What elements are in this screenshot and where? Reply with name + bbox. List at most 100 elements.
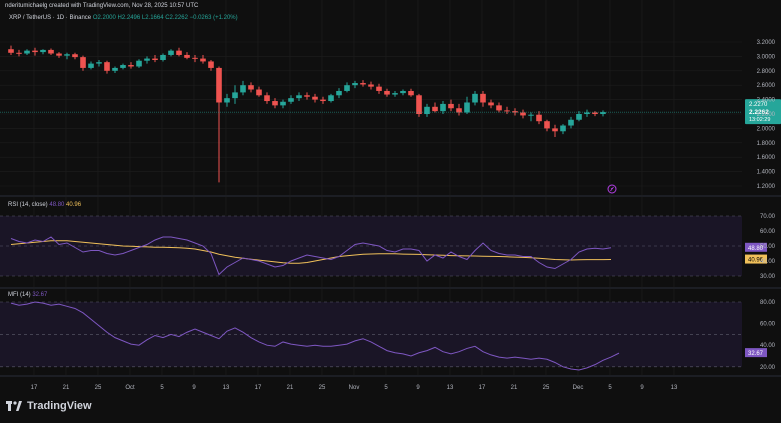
- candle-body: [208, 61, 214, 68]
- tradingview-brand[interactable]: TradingView: [6, 400, 92, 412]
- candle-body: [64, 54, 70, 56]
- candle-body: [464, 102, 470, 113]
- candle-body: [272, 101, 278, 106]
- candle-body: [448, 103, 454, 109]
- candle-body: [472, 93, 478, 103]
- price-tick-label: 3.2000: [757, 40, 776, 46]
- time-tick-label: 13: [447, 385, 454, 391]
- chart-credit: nderitumichaelg created with TradingView…: [5, 3, 199, 9]
- candle-body: [304, 95, 310, 97]
- rsi-tick-label: 40.00: [760, 259, 776, 265]
- rsi-ma-text: 40.96: [748, 258, 764, 264]
- mfi-legend-value: 32.67: [32, 292, 48, 298]
- time-tick-label: Oct: [125, 385, 135, 391]
- time-tick-label: 21: [287, 385, 294, 391]
- candle-body: [152, 58, 158, 60]
- candle-body: [480, 93, 486, 103]
- mfi-value-text: 32.67: [748, 351, 764, 357]
- candle-body: [344, 85, 350, 91]
- rsi-legend-ma: 40.96: [66, 202, 82, 208]
- rsi-tick-label: 50.00: [760, 244, 776, 250]
- last-price-badge: [745, 99, 781, 125]
- candle-body: [32, 50, 38, 53]
- price-tick-label: 2.4000: [757, 98, 776, 104]
- last-price-text: 2.2262: [749, 109, 769, 116]
- candle-body: [440, 103, 446, 112]
- candle-body: [504, 110, 510, 112]
- alert-icon[interactable]: [607, 184, 617, 194]
- candle-body: [184, 54, 190, 58]
- brand-name: TradingView: [27, 400, 92, 412]
- rsi-ma-line: [10, 240, 612, 264]
- rsi-line: [10, 236, 612, 276]
- candle-body: [200, 58, 206, 62]
- mfi-tick-label: 40.00: [760, 343, 776, 349]
- candle-body: [120, 65, 126, 68]
- candle-body: [520, 112, 526, 116]
- candle-body: [352, 83, 358, 86]
- rsi-tick-label: 30.00: [760, 274, 776, 280]
- candle-body: [528, 114, 534, 116]
- mfi-tick-label: 20.00: [760, 365, 776, 371]
- price-tick-label: 1.6000: [757, 155, 776, 161]
- candle-body: [16, 52, 22, 54]
- time-tick-label: 9: [416, 385, 420, 391]
- candle-body: [360, 83, 366, 85]
- candle-body: [536, 114, 542, 122]
- candle-body: [400, 90, 406, 94]
- candle-body: [144, 58, 150, 61]
- time-tick-label: 25: [319, 385, 326, 391]
- mfi-legend[interactable]: MFI (14) 32.67: [8, 292, 47, 298]
- tradingview-logo-icon: [6, 401, 22, 411]
- price-tick-label: 1.2000: [757, 184, 776, 190]
- candle-body: [248, 85, 254, 90]
- candle-body: [488, 102, 494, 106]
- mfi-line: [10, 301, 620, 371]
- candle-body: [576, 114, 582, 120]
- rsi-value-text: 48.80: [748, 246, 764, 252]
- candle-body: [496, 105, 502, 111]
- price-tick-label: 2.6000: [757, 83, 776, 89]
- candle-body: [72, 54, 78, 58]
- time-tick-label: Dec: [573, 385, 584, 391]
- candle-body: [104, 62, 110, 71]
- candle-body: [232, 92, 238, 99]
- candle-body: [56, 53, 62, 56]
- price-tick-label: 2.2000: [757, 112, 776, 118]
- candle-body: [176, 50, 182, 55]
- candle-body: [392, 93, 398, 95]
- candle-body: [328, 95, 334, 102]
- time-tick-label: 21: [511, 385, 518, 391]
- candle-body: [408, 90, 414, 96]
- symbol-name: XRP / TetherUS · 1D · Binance: [9, 15, 92, 21]
- candle-body: [288, 98, 294, 102]
- rsi-legend[interactable]: RSI (14, close) 48.80 40.96: [8, 202, 81, 208]
- candle-body: [40, 49, 46, 53]
- candle-body: [424, 106, 430, 114]
- price-tick-label: 1.8000: [757, 141, 776, 147]
- price-tick-label: 2.0000: [757, 126, 776, 132]
- ohlc-values: O2.2000 H2.2496 L2.1664 C2.2262 −0.0263 …: [92, 15, 238, 21]
- candle-body: [256, 89, 262, 96]
- time-tick-label: 13: [223, 385, 230, 391]
- candle-body: [568, 119, 574, 126]
- candle-body: [224, 98, 230, 103]
- time-tick-label: 17: [255, 385, 262, 391]
- candle-body: [320, 99, 326, 102]
- candle-body: [48, 49, 54, 54]
- rsi-value-badge: [745, 242, 767, 252]
- candle-body: [240, 85, 246, 93]
- rsi-legend-value: 48.80: [49, 202, 65, 208]
- time-tick-label: 25: [543, 385, 550, 391]
- rsi-tick-label: 60.00: [760, 229, 776, 235]
- rsi-label: RSI (14, close): [8, 202, 48, 208]
- mfi-pane: 32.67: [0, 301, 767, 371]
- time-tick-label: 25: [95, 385, 102, 391]
- price-marker-text: 2.2270: [749, 102, 768, 108]
- rsi-tick-label: 70.00: [760, 214, 776, 220]
- symbol-info[interactable]: XRP / TetherUS · 1D · Binance O2.2000 H2…: [9, 15, 238, 21]
- candle-body: [192, 57, 198, 59]
- countdown-text: 13:02:29: [749, 117, 770, 123]
